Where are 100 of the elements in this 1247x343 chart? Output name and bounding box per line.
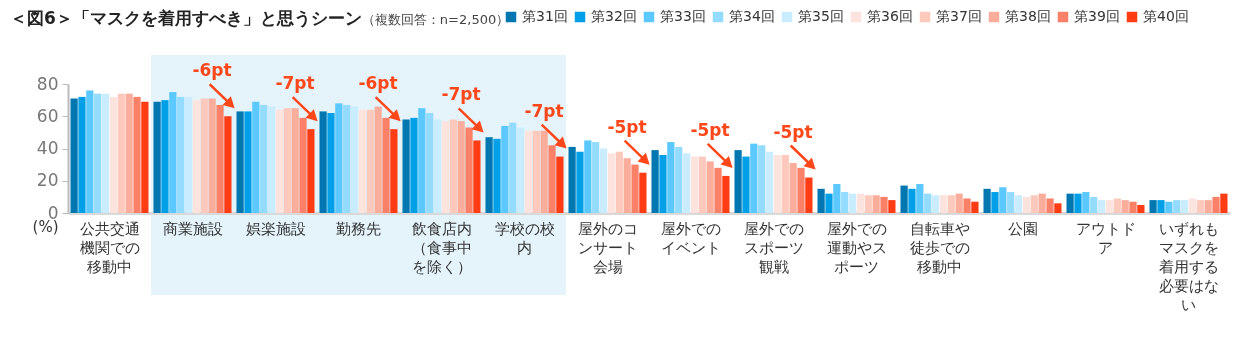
annotation: -5pt [690,119,730,140]
bar [1090,196,1098,213]
bar [1121,200,1129,213]
bar [639,172,647,213]
bar [410,117,418,213]
x-tick-label: いずれもマスクを着用する必要はない [1158,219,1219,314]
bar [244,111,252,213]
bar [177,96,185,213]
legend-label: 第39回 [1074,8,1120,24]
bar [307,129,315,213]
legend-label: 第36回 [867,8,913,24]
bar [833,183,841,213]
bar [169,92,177,213]
bar [983,188,991,213]
bar [1196,200,1204,213]
annotation: -6pt [358,73,398,94]
annotation: -5pt [607,116,647,137]
bar [1074,193,1082,213]
bar [1113,198,1121,213]
x-tick-label: 自転車や徒歩での移動中 [909,219,970,276]
bar [390,129,398,213]
bar [825,193,833,213]
bar [1022,196,1031,213]
bar [690,156,699,213]
bar [70,98,78,213]
bar [133,96,141,213]
bar [161,100,169,213]
bar [599,148,608,213]
bar [848,193,857,213]
bar [880,196,888,213]
x-tick-label: 学校の校内 [494,219,555,257]
bar [216,104,224,213]
annotation: -6pt [192,60,232,81]
bar [682,153,691,213]
bar [916,183,924,213]
bar [224,116,232,213]
bar [327,113,335,213]
bar [592,142,600,213]
chart-subtitle: （複数回答：n=2,500） [361,12,510,27]
bar [1046,198,1054,213]
bar [789,163,797,213]
bar [236,111,244,213]
legend-label: 第34回 [729,8,775,24]
bar [817,188,825,213]
legend-label: 第31回 [522,8,568,24]
bar [343,104,351,213]
bar [1157,200,1165,213]
bar [1097,200,1106,213]
bar [1204,200,1212,213]
bar [841,192,849,213]
bar [540,130,548,213]
bar [117,93,125,213]
bar [758,145,766,213]
bar [1066,193,1074,213]
bar [714,167,722,213]
bar [955,193,963,213]
bar [999,187,1007,213]
bar [200,98,208,213]
bar [94,93,102,213]
bar [1180,200,1189,213]
bar [125,93,133,213]
bar [931,195,940,213]
bar [864,195,872,213]
x-tick-label: 屋外でのイベント [660,219,721,257]
bar [1212,196,1220,213]
bar [576,151,584,213]
legend-label: 第38回 [1005,8,1051,24]
bar [706,161,714,213]
bar [299,117,307,213]
y-tick-label: 40 [36,138,59,158]
bar [722,175,730,213]
annotation: -7pt [275,73,315,94]
bar [908,188,916,213]
bar [319,111,327,213]
bar [1014,195,1023,213]
x-tick-label: 屋外でのスポーツ観戦 [743,219,804,276]
bar [208,98,216,213]
bar [750,143,758,213]
bar [78,96,86,213]
bar [192,100,201,213]
bar [260,104,268,213]
x-tick-label: 公園 [1007,219,1038,238]
bar [501,125,509,213]
bar [947,195,955,213]
x-tick-label: アウトドア [1075,219,1136,257]
bar [441,121,450,213]
bar [1129,201,1137,213]
bar [283,108,291,213]
x-tick-label: 勤務先 [336,219,381,238]
bar [963,198,971,213]
bar [485,137,493,213]
bar [473,140,481,213]
chart-title: ＜図6＞「マスクを着用すべき」と思うシーン [10,8,362,28]
bar [449,119,457,213]
bar [548,145,556,213]
bar [184,96,193,213]
bar [335,103,343,213]
bar [924,193,932,213]
bar [888,200,896,213]
y-tick-label: 20 [36,170,59,191]
